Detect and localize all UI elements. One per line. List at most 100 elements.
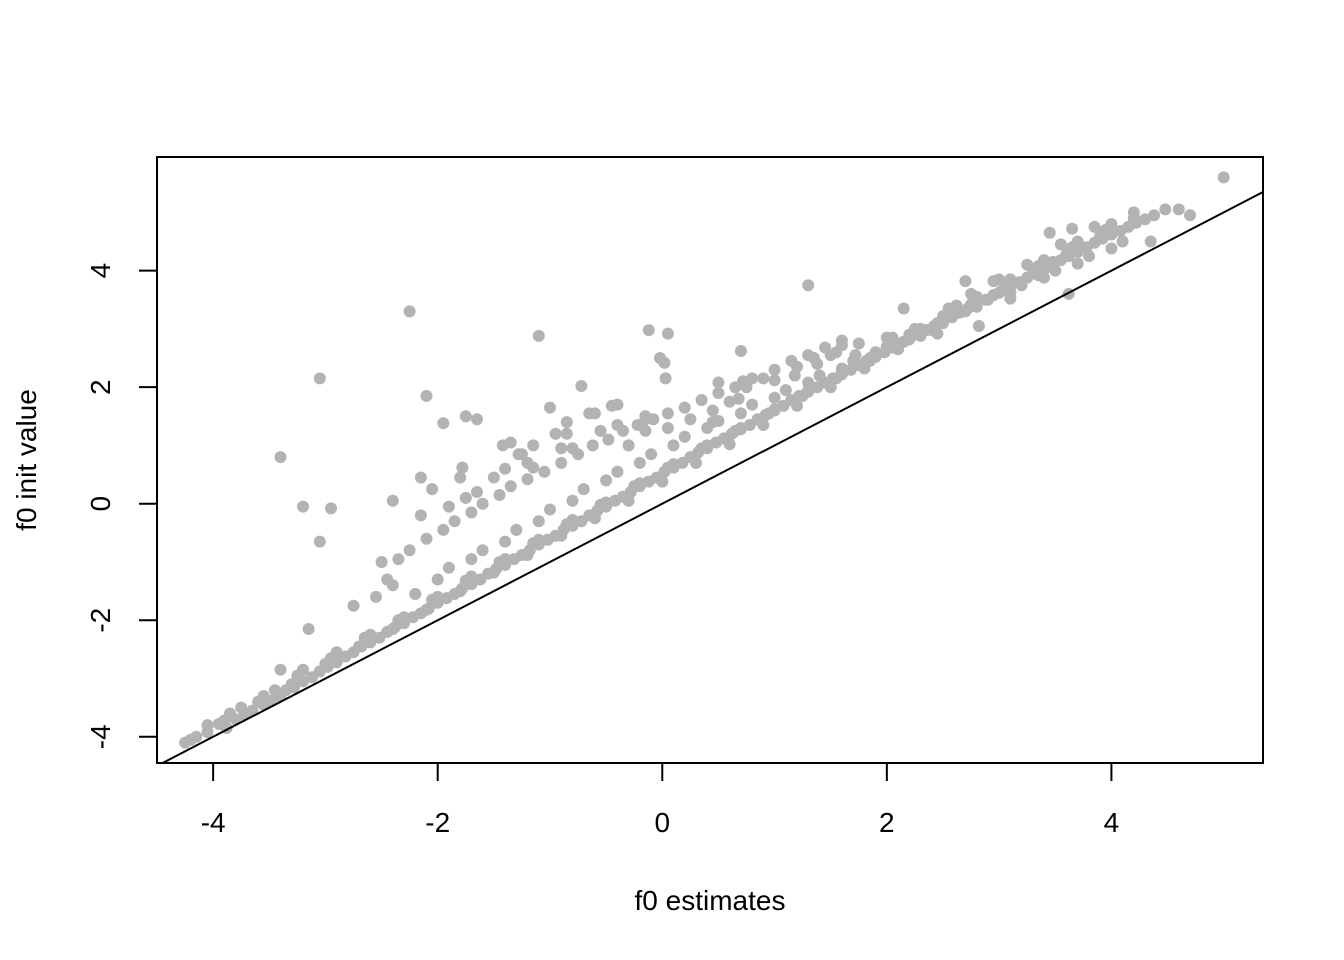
data-point: [656, 475, 669, 488]
data-point: [1148, 209, 1161, 222]
data-point: [633, 456, 646, 469]
data-point: [420, 389, 433, 402]
data-point: [600, 496, 613, 509]
data-point: [706, 404, 719, 417]
data-point: [849, 349, 862, 362]
data-point: [471, 486, 483, 498]
data-point: [471, 413, 483, 426]
data-point: [521, 549, 534, 561]
data-point: [788, 369, 801, 382]
data-point: [454, 471, 467, 484]
data-point: [732, 392, 745, 405]
data-point: [386, 623, 399, 635]
data-point: [476, 497, 489, 510]
data-point: [566, 442, 579, 455]
data-point: [465, 506, 478, 519]
data-point: [442, 561, 455, 574]
data-point: [1083, 250, 1095, 263]
data-point: [880, 340, 893, 353]
data-point: [734, 407, 747, 420]
data-point: [456, 461, 469, 474]
data-point: [701, 439, 714, 452]
data-point: [600, 474, 613, 487]
data-point: [1038, 254, 1050, 267]
data-point: [521, 456, 534, 469]
data-point: [465, 570, 478, 583]
data-point: [246, 704, 259, 717]
data-point: [201, 719, 214, 732]
data-point: [302, 623, 315, 635]
data-point: [437, 417, 450, 430]
data-point: [268, 684, 281, 697]
data-point: [1127, 213, 1140, 226]
data-point: [1015, 279, 1028, 292]
data-point: [403, 305, 416, 318]
data-point: [622, 494, 635, 507]
data-point: [886, 331, 899, 344]
data-point: [274, 663, 287, 676]
data-point: [409, 588, 422, 600]
data-point: [1088, 220, 1101, 233]
x-tick-label: -4: [201, 807, 226, 838]
data-point: [499, 535, 512, 548]
data-point: [1184, 209, 1196, 222]
data-point: [566, 514, 579, 526]
data-point: [1021, 258, 1034, 271]
data-point: [386, 494, 399, 507]
data-point: [560, 416, 573, 429]
data-point: [527, 439, 540, 452]
data-point: [588, 407, 601, 420]
data-point: [667, 458, 680, 471]
data-point: [931, 327, 944, 340]
data-point: [476, 544, 489, 557]
data-point: [768, 374, 781, 387]
data-point: [602, 433, 615, 446]
data-point: [622, 439, 635, 452]
data-point: [499, 462, 512, 475]
data-point: [586, 439, 599, 452]
data-point: [555, 529, 568, 542]
data-point: [835, 339, 848, 352]
data-point: [746, 372, 759, 385]
data-point: [914, 329, 927, 342]
data-point: [639, 424, 652, 437]
data-point: [813, 369, 826, 382]
y-tick-label: -2: [85, 608, 116, 633]
data-point: [639, 413, 652, 426]
data-point: [431, 590, 444, 603]
data-point: [532, 329, 545, 342]
data-point: [811, 357, 824, 370]
data-point: [684, 413, 697, 426]
data-point: [555, 456, 568, 469]
data-point: [521, 473, 534, 486]
x-axis: -4 -2 0 2 4: [201, 762, 1119, 838]
data-point: [257, 690, 270, 702]
data-point: [442, 500, 455, 513]
data-point: [549, 427, 562, 440]
data-point: [414, 471, 427, 484]
data-point: [633, 477, 646, 490]
data-point: [544, 401, 556, 414]
data-point: [465, 553, 478, 566]
data-point: [1139, 213, 1152, 226]
data-point: [313, 372, 326, 385]
data-point: [544, 503, 556, 516]
data-point: [403, 544, 416, 557]
data-point: [437, 523, 450, 536]
data-point: [566, 494, 579, 507]
data-point: [959, 275, 972, 288]
data-point: [274, 451, 287, 464]
data-point: [496, 439, 509, 452]
data-point: [835, 364, 848, 377]
data-point: [824, 381, 837, 394]
data-point: [594, 424, 607, 437]
data-point: [560, 427, 573, 440]
data-point: [768, 391, 781, 404]
data-point: [1066, 222, 1079, 235]
data-point: [611, 419, 624, 431]
data-point: [903, 328, 916, 341]
data-point: [852, 337, 865, 350]
data-point: [398, 611, 410, 624]
data-point: [347, 599, 360, 612]
